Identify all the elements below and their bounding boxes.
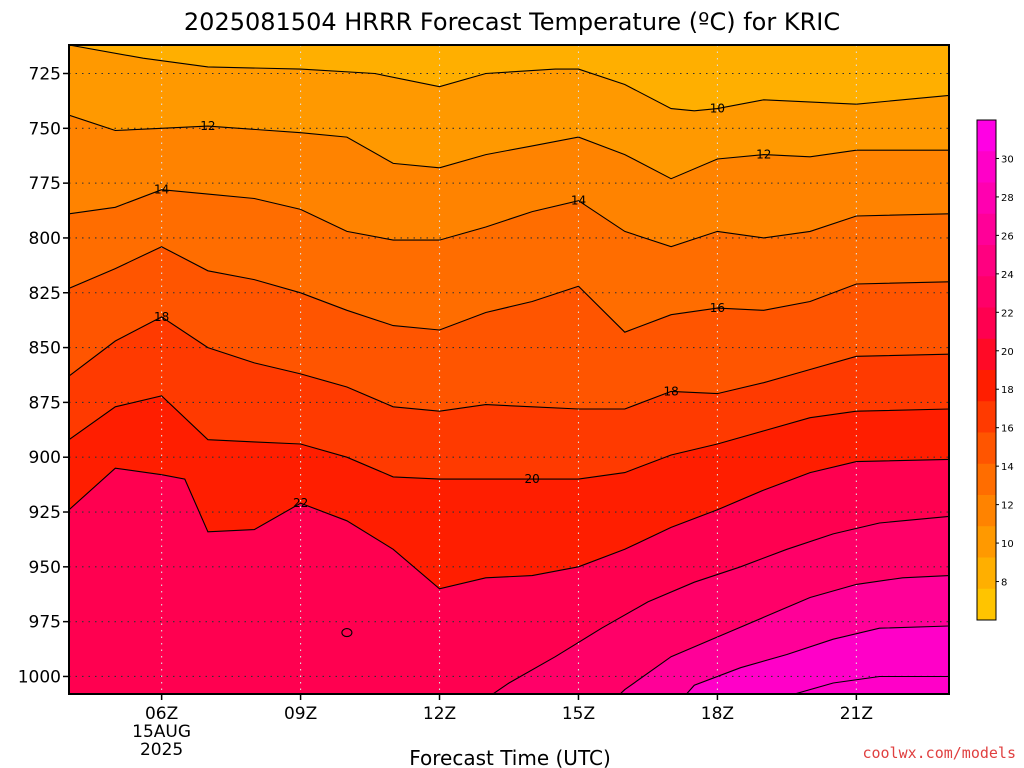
y-tick-label: 1000 [18, 667, 61, 687]
y-tick-label: 825 [29, 284, 61, 304]
colorbar-segment [977, 338, 996, 371]
contour-label-text: 10 [710, 102, 725, 116]
x-tick-label: 12Z [423, 704, 456, 724]
contour-line-12 [69, 114, 949, 180]
contour-label-12: 12 [200, 119, 215, 133]
contour-line-28 [685, 625, 949, 694]
colorbar-label: 16 [1001, 424, 1014, 435]
y-tick-label: 750 [29, 119, 61, 139]
colorbar-label: 18 [1001, 385, 1014, 396]
y-tick-label: 875 [29, 393, 61, 413]
contour-label-14: 14 [571, 194, 586, 208]
contour-label-14: 14 [154, 183, 169, 197]
x-tick-label: 21Z [840, 704, 873, 724]
colorbar-segment [977, 213, 996, 246]
contour-label-22: 22 [293, 496, 308, 510]
contour-line-20 [69, 395, 949, 480]
x-tick-label: 09Z [284, 704, 317, 724]
contour-label-16: 16 [710, 301, 725, 315]
colorbar-segment [977, 432, 996, 465]
contour-label-18: 18 [663, 384, 678, 398]
contour-label-text: 14 [154, 183, 169, 197]
colorbar-label: 30 [1001, 154, 1014, 165]
colorbar-segment [977, 401, 996, 433]
contour-label-18: 18 [154, 310, 169, 324]
contour-label-text: 18 [154, 310, 169, 324]
y-tick-label: 850 [29, 339, 61, 359]
colorbar-label: 10 [1001, 539, 1014, 550]
colorbar-label: 8 [1001, 578, 1007, 589]
contour-line-10 [69, 45, 949, 112]
credit-link[interactable]: coolwx.com/models [862, 744, 1016, 762]
x-tick-date: 2025 [140, 740, 183, 760]
colorbar-segment [977, 588, 996, 621]
y-tick-label: 800 [29, 229, 61, 249]
contour-label-20: 20 [525, 472, 540, 486]
contour-label-text: 12 [756, 148, 771, 162]
colorbar-segment [977, 307, 996, 340]
contour-label-10: 10 [710, 102, 725, 116]
colorbar-segment [977, 526, 996, 558]
colorbar-label: 28 [1001, 193, 1014, 204]
x-tick-label: 06Z [145, 704, 178, 724]
contour-label-12: 12 [756, 148, 771, 162]
colorbar-label: 26 [1001, 231, 1014, 242]
contour-line-26 [619, 575, 949, 694]
grid [69, 45, 949, 694]
contour-line-24 [491, 515, 949, 694]
y-tick-label: 950 [29, 558, 61, 578]
x-tick-label: 15Z [562, 704, 595, 724]
colorbar-segment [977, 495, 996, 527]
colorbar-segment [977, 370, 996, 402]
colorbar-label: 20 [1001, 347, 1014, 358]
x-tick-label: 18Z [701, 704, 734, 724]
x-tick-date: 15AUG [132, 722, 191, 742]
contour-label-text: 12 [200, 119, 215, 133]
y-tick-label: 775 [29, 174, 61, 194]
y-axis: 725 750 775 800 825 850 875 900 925 950 975 1000 [18, 65, 69, 687]
colorbar-segment [977, 151, 996, 183]
contour-label-text: 14 [571, 194, 586, 208]
contour-label-text: 22 [293, 496, 308, 510]
y-tick-label: 900 [29, 448, 61, 468]
colorbar-segment [977, 120, 996, 152]
contour-line-14 [69, 189, 949, 248]
colorbar-label: 12 [1001, 501, 1014, 512]
colorbar-label: 22 [1001, 308, 1014, 319]
y-tick-label: 975 [29, 613, 61, 633]
colorbar-segment [977, 182, 996, 215]
plot-frame [68, 44, 950, 695]
contour-line-22 [69, 458, 949, 590]
contour-label-text: 20 [525, 472, 540, 486]
colorbar-segment [977, 557, 996, 590]
contour-line-18 [69, 316, 949, 412]
colorbar-segment [977, 245, 996, 277]
colorbar-segment [977, 463, 996, 496]
y-tick-label: 725 [29, 65, 61, 85]
contour-closed-22 [341, 628, 353, 638]
temperature-fill [69, 45, 949, 694]
colorbar-label: 24 [1001, 270, 1014, 281]
x-axis-label: Forecast Time (UTC) [409, 746, 611, 768]
contour-line-16 [69, 246, 949, 333]
contour-label-text: 18 [663, 384, 678, 398]
contour-line-30 [792, 675, 949, 694]
contour-labels: 10 12 12 14 14 16 18 18 20 22 [154, 102, 771, 511]
colorbar: 8 10 12 14 16 18 20 22 24 26 28 30 [976, 119, 1014, 621]
contour-label-text: 16 [710, 301, 725, 315]
colorbar-frame [976, 119, 997, 621]
contour-lines [69, 45, 949, 694]
y-tick-label: 925 [29, 503, 61, 523]
colorbar-label: 14 [1001, 462, 1014, 473]
chart-title: 2025081504 HRRR Forecast Temperature (ºC… [184, 8, 840, 36]
colorbar-segment [977, 276, 996, 308]
